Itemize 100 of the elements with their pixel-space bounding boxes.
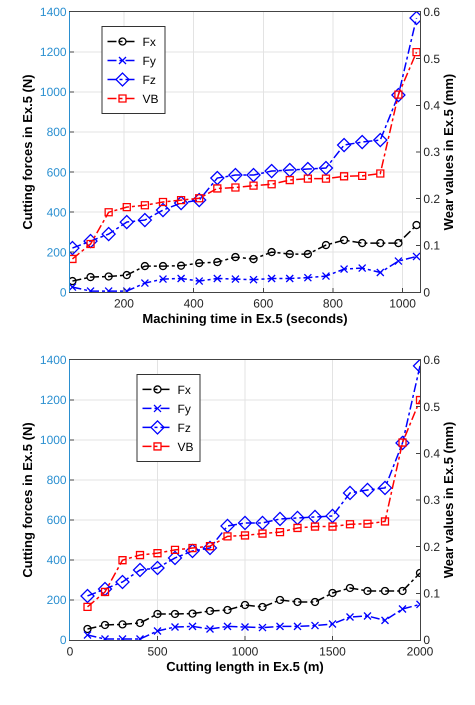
- point: [231, 274, 240, 284]
- point: [118, 556, 127, 564]
- x-axis-title: Machining time in Ex.5 (seconds): [142, 311, 348, 326]
- point: [336, 138, 352, 152]
- point: [346, 584, 354, 592]
- point: [104, 208, 113, 216]
- point: [213, 258, 222, 266]
- legend-label: Fx: [178, 383, 191, 398]
- point: [195, 276, 204, 286]
- point: [140, 201, 150, 210]
- point: [394, 238, 403, 248]
- point: [340, 172, 348, 180]
- point: [174, 196, 188, 210]
- point: [304, 250, 312, 258]
- point: [192, 192, 206, 208]
- y2-tick-label: 0: [423, 285, 430, 300]
- point: [322, 240, 330, 250]
- point: [122, 202, 131, 212]
- point: [358, 172, 366, 180]
- point: [293, 524, 302, 532]
- point: [249, 276, 258, 284]
- point: [308, 510, 322, 524]
- point: [258, 602, 267, 612]
- point: [255, 516, 270, 530]
- x-tick-label: 1500: [319, 644, 346, 658]
- point: [340, 236, 348, 244]
- y-tick-label: 1400: [40, 5, 67, 20]
- legend-label: VB: [142, 92, 159, 106]
- point: [153, 549, 162, 558]
- point: [258, 623, 267, 632]
- point: [328, 620, 337, 628]
- y2-tick-label: 0.6: [423, 353, 440, 368]
- point: [170, 610, 180, 618]
- point: [328, 588, 337, 598]
- point: [310, 621, 320, 630]
- y-tick-label: 0: [60, 285, 67, 300]
- point: [231, 183, 240, 192]
- y2-tick-label: 0.6: [423, 5, 440, 20]
- point: [195, 258, 204, 268]
- point: [136, 550, 144, 560]
- point: [346, 612, 354, 622]
- point: [412, 252, 420, 261]
- x-tick-label: 200: [114, 296, 134, 310]
- y2-tick-label: 0.1: [423, 586, 440, 601]
- point: [188, 622, 197, 631]
- point: [267, 248, 276, 256]
- point: [412, 220, 420, 230]
- point: [118, 620, 127, 629]
- x-axis-title: Cutting length in Ex.5 (m): [166, 659, 324, 674]
- point: [258, 529, 267, 538]
- point: [153, 610, 162, 618]
- point: [272, 512, 288, 526]
- y-tick-label: 800: [46, 473, 67, 488]
- y2-axis-title: Wear values in Ex.5 (mm): [441, 74, 456, 230]
- point: [206, 624, 214, 634]
- point: [249, 182, 258, 190]
- point: [176, 262, 186, 270]
- point: [380, 616, 390, 625]
- legend-label: Fz: [178, 421, 191, 436]
- point: [170, 546, 180, 554]
- y-tick-label: 600: [46, 165, 67, 180]
- x-tick-label: 1000: [389, 296, 416, 310]
- point: [398, 586, 407, 596]
- point: [363, 586, 372, 596]
- point: [158, 198, 168, 206]
- point: [104, 272, 113, 281]
- point: [267, 274, 276, 283]
- point: [391, 88, 406, 102]
- point: [376, 268, 384, 277]
- point: [100, 620, 110, 630]
- point: [140, 262, 150, 270]
- point: [358, 238, 366, 248]
- point: [240, 622, 250, 632]
- point: [310, 522, 320, 531]
- legend-label: Fy: [142, 54, 156, 68]
- point: [276, 528, 284, 536]
- y-tick-label: 600: [46, 513, 67, 528]
- point: [325, 508, 340, 524]
- point: [286, 274, 294, 283]
- point: [213, 274, 222, 283]
- point: [158, 274, 168, 284]
- y2-tick-label: 0.4: [423, 98, 440, 113]
- point: [120, 214, 134, 230]
- y2-tick-label: 0.5: [423, 400, 440, 414]
- point: [276, 596, 284, 604]
- point: [378, 480, 392, 496]
- point: [170, 622, 180, 632]
- point: [132, 562, 148, 578]
- point: [83, 234, 98, 248]
- point: [202, 540, 218, 556]
- point: [83, 630, 92, 640]
- point: [231, 252, 240, 262]
- point: [282, 162, 297, 178]
- y-tick-label: 200: [46, 593, 67, 608]
- x-tick-label: 500: [147, 644, 168, 658]
- point: [310, 598, 320, 606]
- point: [83, 602, 92, 611]
- point: [228, 168, 243, 182]
- point: [213, 184, 222, 193]
- point: [380, 586, 390, 596]
